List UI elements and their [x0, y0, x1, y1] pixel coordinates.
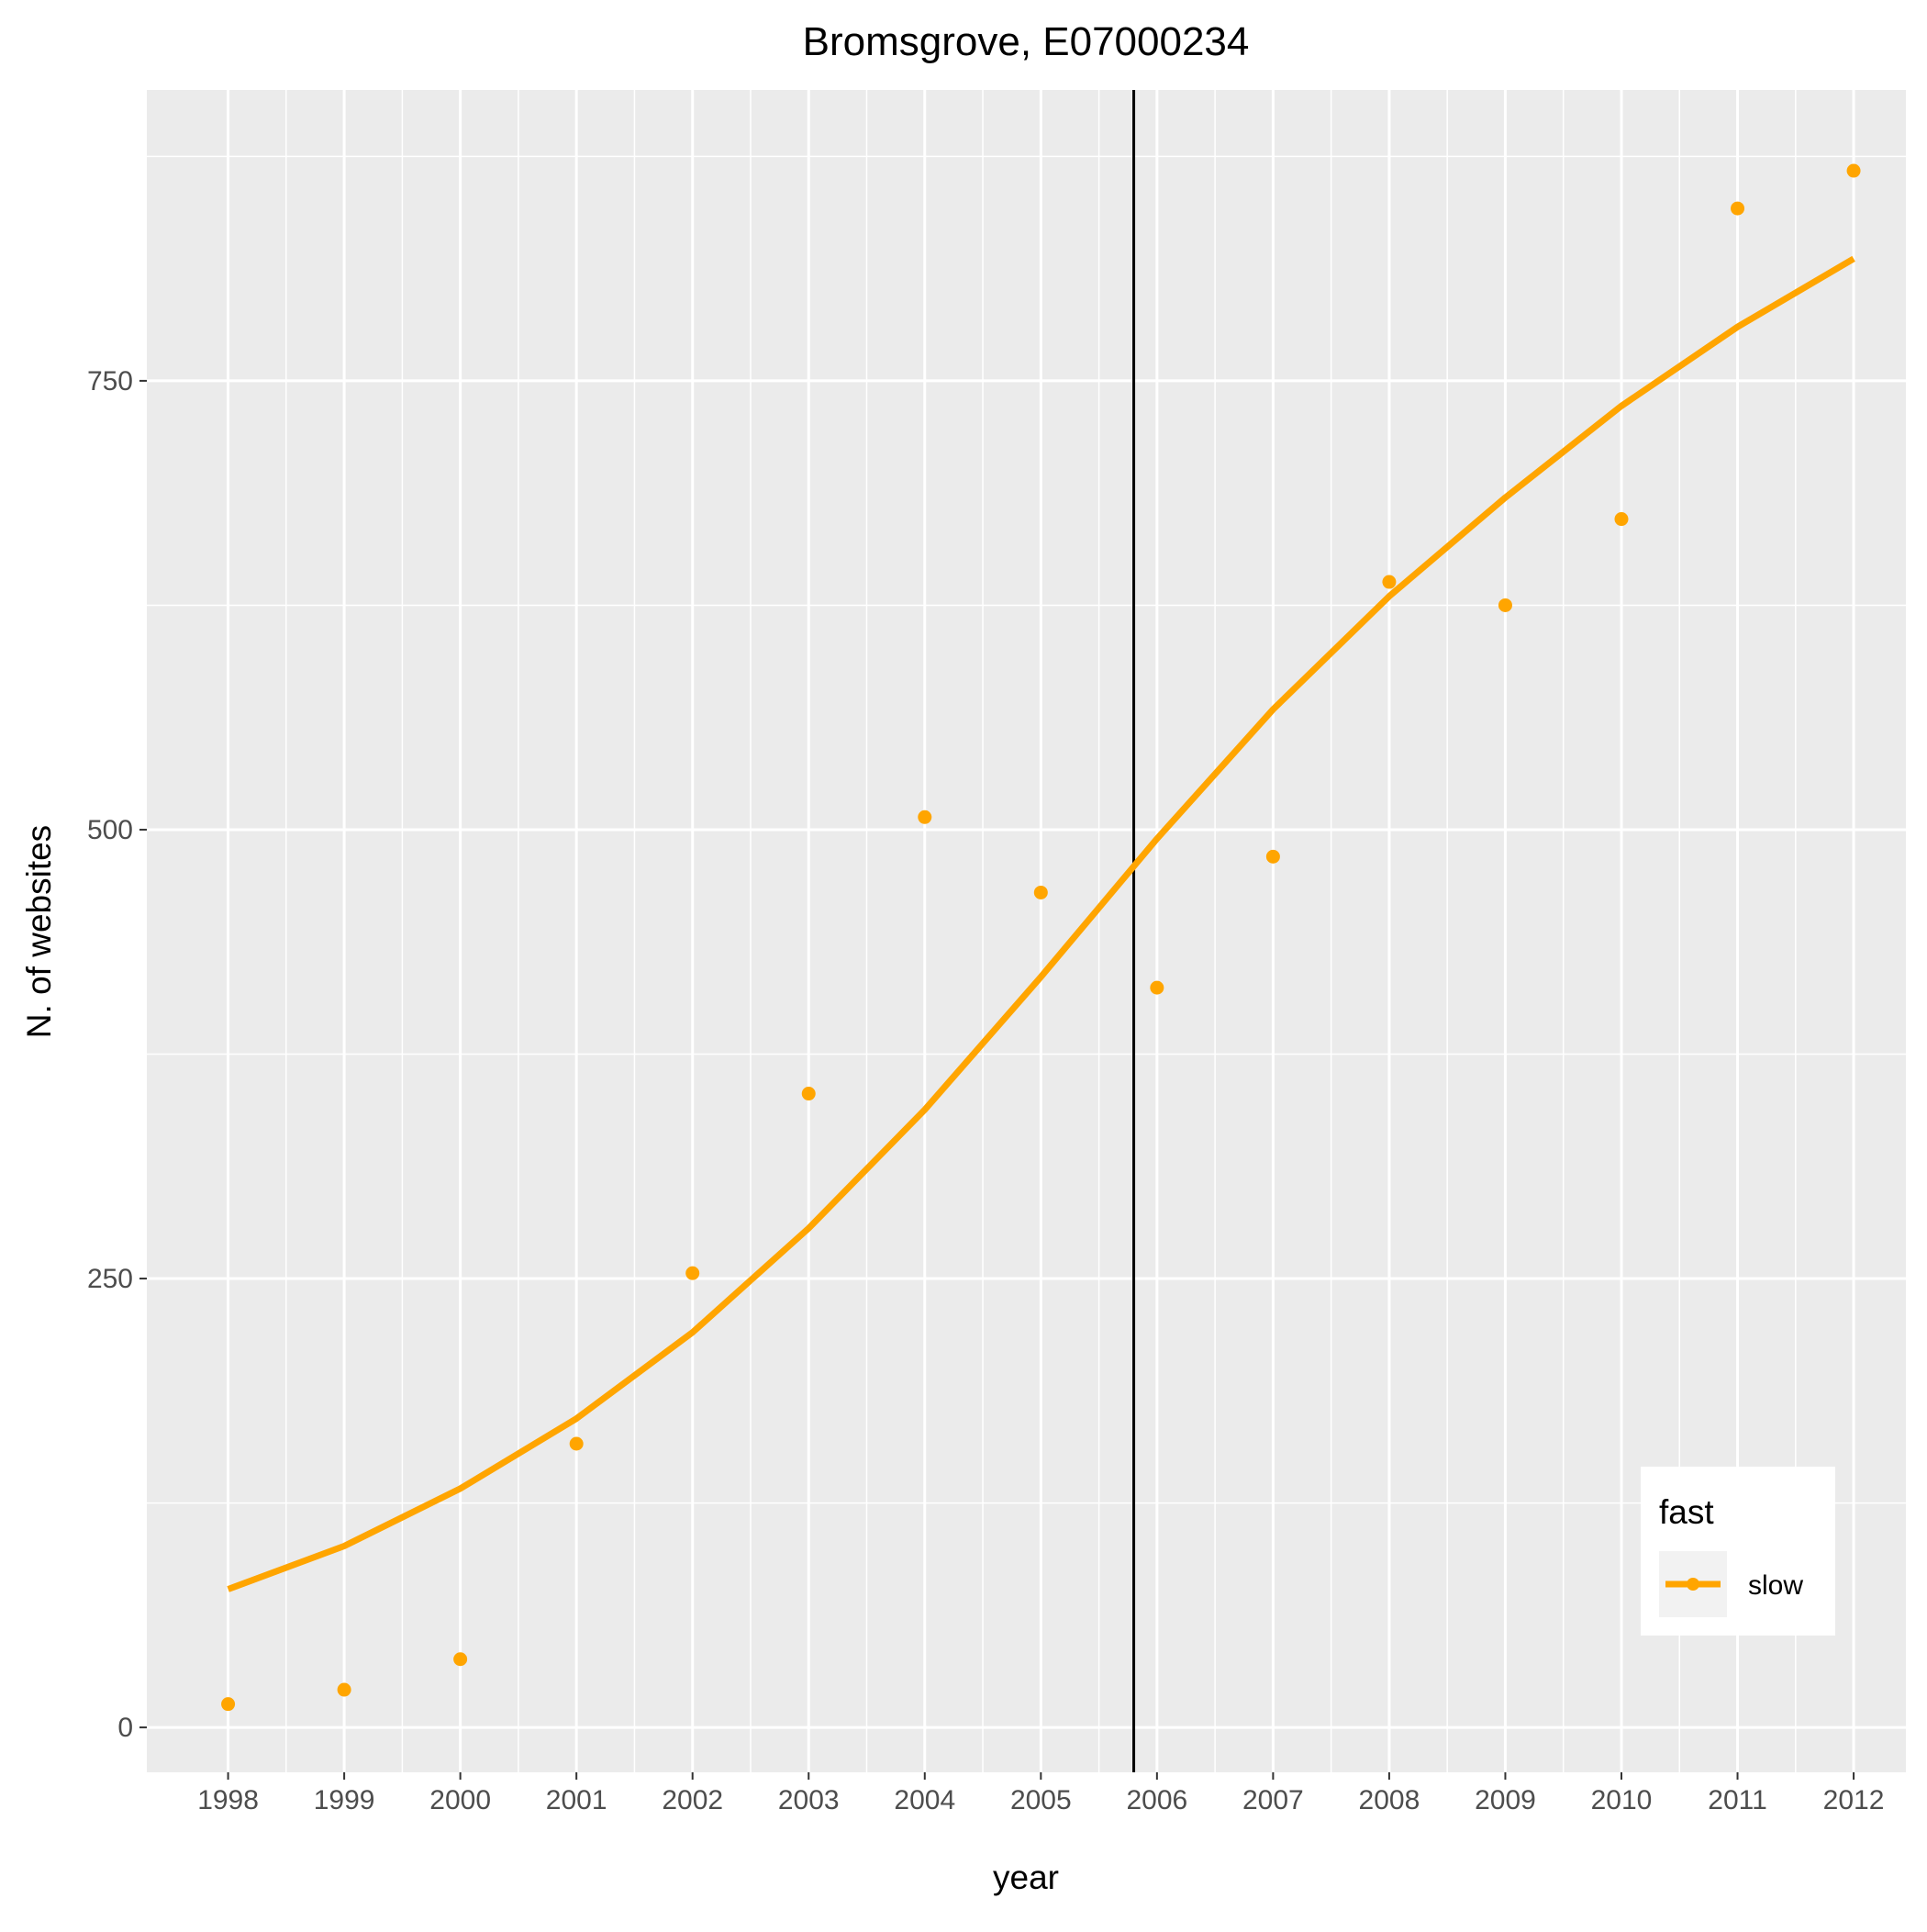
trend-line-slow [227, 255, 1855, 1592]
data-point-2005 [1033, 885, 1048, 899]
x-tick-label-2011: 2011 [1708, 1785, 1767, 1815]
x-tick-label-2000: 2000 [429, 1785, 491, 1815]
data-point-2008 [1382, 575, 1397, 589]
x-tick-label-2003: 2003 [778, 1785, 840, 1815]
y-tick-label-250: 250 [87, 1264, 133, 1294]
legend-key-point [1687, 1578, 1699, 1591]
data-points [221, 163, 1861, 1712]
data-point-1999 [337, 1682, 351, 1697]
data-point-1998 [221, 1697, 236, 1712]
x-tick-label-2008: 2008 [1359, 1785, 1420, 1815]
chart-title: Bromsgrove, E07000234 [803, 19, 1250, 64]
y-axis: 0 250 500 750 [87, 366, 147, 1743]
y-tick-label-0: 0 [117, 1713, 133, 1743]
x-tick-label-2012: 2012 [1823, 1785, 1885, 1815]
data-point-2007 [1265, 849, 1280, 864]
x-tick-label-2002: 2002 [662, 1785, 723, 1815]
data-point-2004 [918, 810, 932, 824]
minor-gridlines [147, 90, 1906, 1772]
y-axis-title: N. of websites [20, 825, 58, 1038]
data-point-2011 [1731, 201, 1745, 216]
x-tick-label-2010: 2010 [1591, 1785, 1653, 1815]
x-tick-label-1998: 1998 [197, 1785, 259, 1815]
data-point-2003 [801, 1087, 816, 1101]
data-point-2012 [1846, 163, 1861, 178]
plot-panel [147, 90, 1906, 1772]
data-point-2006 [1150, 980, 1164, 995]
data-point-2000 [453, 1652, 468, 1667]
x-axis-title: year [993, 1859, 1059, 1896]
x-axis: 1998 1999 2000 2001 2002 2003 2004 2005 2006 2007… [197, 1772, 1884, 1815]
legend-title: fast [1659, 1493, 1714, 1531]
x-tick-label-2004: 2004 [894, 1785, 955, 1815]
data-point-2009 [1498, 597, 1512, 612]
legend: fast slow [1641, 1467, 1835, 1636]
data-point-2002 [685, 1266, 700, 1280]
x-tick-label-2009: 2009 [1475, 1785, 1536, 1815]
legend-label-slow: slow [1748, 1570, 1803, 1601]
x-tick-label-2007: 2007 [1242, 1785, 1304, 1815]
x-tick-label-2006: 2006 [1126, 1785, 1187, 1815]
x-tick-label-2001: 2001 [546, 1785, 607, 1815]
data-point-2010 [1614, 512, 1629, 527]
y-tick-label-500: 500 [87, 815, 133, 845]
data-point-2001 [569, 1436, 584, 1451]
x-tick-label-2005: 2005 [1010, 1785, 1072, 1815]
y-tick-label-750: 750 [87, 366, 133, 396]
x-tick-label-1999: 1999 [314, 1785, 375, 1815]
